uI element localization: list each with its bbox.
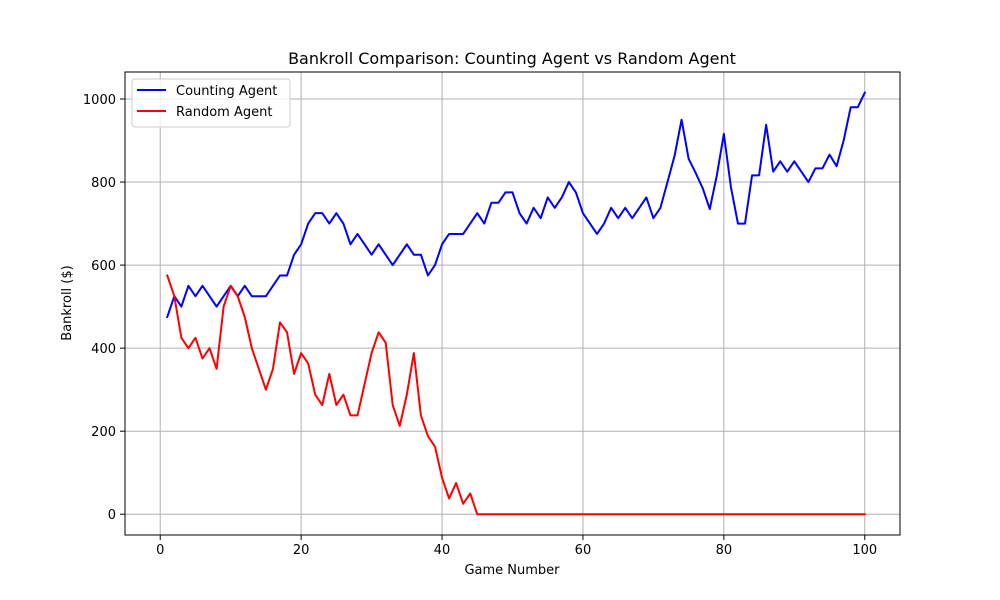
x-tick-label: 40 [434,543,451,558]
x-tick-label: 80 [716,543,733,558]
y-tick-label: 0 [108,508,116,523]
x-tick-label: 20 [293,543,310,558]
chart-title: Bankroll Comparison: Counting Agent vs R… [288,49,736,68]
series-line-counting-agent [166,91,867,319]
legend-box [131,78,291,128]
series-line-random-agent [166,274,866,516]
y-tick-label: 800 [91,176,116,191]
series-layer [166,91,867,516]
y-tick-label: 400 [91,342,116,357]
x-tick-label: 0 [156,543,164,558]
x-axis-label: Game Number [464,563,560,578]
x-tick-label: 60 [575,543,592,558]
y-tick-label: 600 [91,259,116,274]
y-tick-label: 1000 [83,93,116,108]
plot-frame [124,71,901,536]
legend-label-random-agent: Random Agent [176,105,272,120]
y-axis-label: Bankroll ($) [60,265,75,340]
legend-label-counting-agent: Counting Agent [176,84,277,99]
y-tick-label: 200 [91,425,116,440]
legend: Counting Agent Random Agent [131,78,291,128]
x-tick-label: 100 [852,543,877,558]
